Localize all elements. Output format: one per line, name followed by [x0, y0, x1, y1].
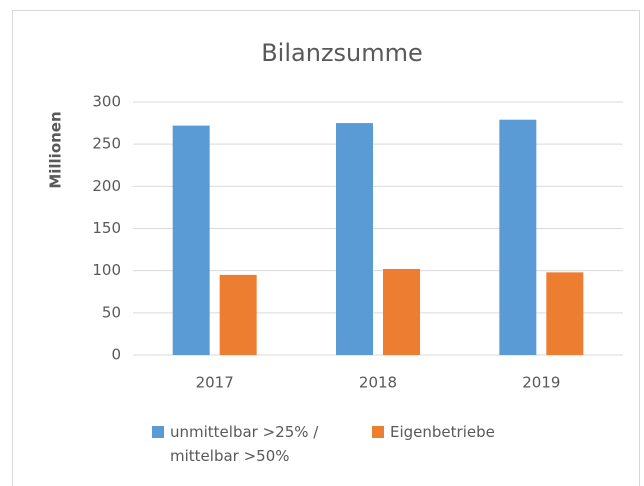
y-axis-label: Millionen — [47, 111, 65, 188]
bar — [499, 119, 537, 356]
legend-item: unmittelbar >25% / mittelbar >50% — [152, 420, 342, 468]
y-tick-label: 250 — [92, 135, 121, 153]
x-tick-label: 2018 — [359, 374, 397, 392]
y-tick-label: 100 — [92, 261, 121, 279]
x-tick-label: 2019 — [522, 374, 560, 392]
y-tick-label: 150 — [92, 219, 121, 237]
bar — [336, 123, 373, 355]
legend-swatch — [152, 426, 164, 438]
legend-swatch — [372, 426, 384, 438]
bar — [172, 125, 210, 355]
y-tick-label: 300 — [92, 93, 121, 111]
chart-frame — [12, 10, 640, 486]
bar — [219, 274, 257, 355]
chart-title: Bilanzsumme — [261, 39, 423, 67]
x-tick-label: 2017 — [196, 374, 234, 392]
bar — [546, 272, 584, 355]
legend: unmittelbar >25% / mittelbar >50% Eigenbe… — [152, 420, 525, 468]
legend-label: Eigenbetriebe — [390, 423, 495, 441]
legend-label: unmittelbar >25% / mittelbar >50% — [170, 423, 319, 465]
legend-item: Eigenbetriebe — [372, 420, 495, 444]
y-tick-label: 50 — [102, 303, 121, 321]
y-tick-label: 0 — [111, 346, 121, 364]
bar — [383, 268, 420, 355]
y-tick-label: 200 — [92, 177, 121, 195]
